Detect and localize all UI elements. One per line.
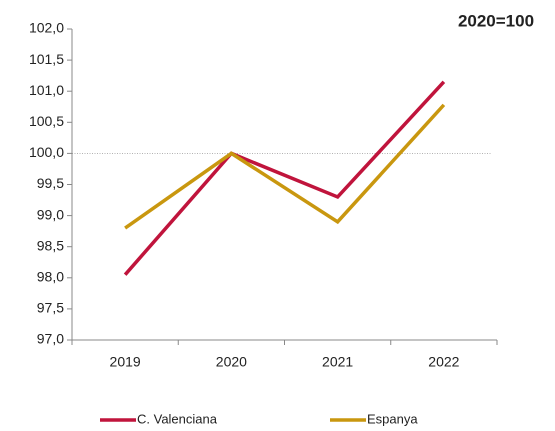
y-tick-label: 98,0 <box>37 269 64 285</box>
y-tick-label: 97,0 <box>37 331 64 347</box>
annotation: 2020=100 <box>458 11 534 30</box>
y-tick-label: 102,0 <box>29 20 64 36</box>
y-tick-label: 100,5 <box>29 113 64 129</box>
x-tick-label: 2021 <box>322 354 353 370</box>
y-tick-label: 97,5 <box>37 300 64 316</box>
y-tick-label: 101,0 <box>29 82 64 98</box>
x-tick-label: 2019 <box>110 354 141 370</box>
x-tick-label: 2022 <box>428 354 459 370</box>
y-tick-label: 98,5 <box>37 237 64 253</box>
legend-label: Espanya <box>367 411 418 426</box>
y-tick-label: 100,0 <box>29 144 64 160</box>
y-tick-label: 99,5 <box>37 175 64 191</box>
y-tick-label: 99,0 <box>37 206 64 222</box>
y-tick-label: 101,5 <box>29 51 64 67</box>
series-line <box>123 80 446 276</box>
x-tick-label: 2020 <box>216 354 247 370</box>
series-line <box>124 103 446 230</box>
legend-label: C. Valenciana <box>137 411 218 426</box>
